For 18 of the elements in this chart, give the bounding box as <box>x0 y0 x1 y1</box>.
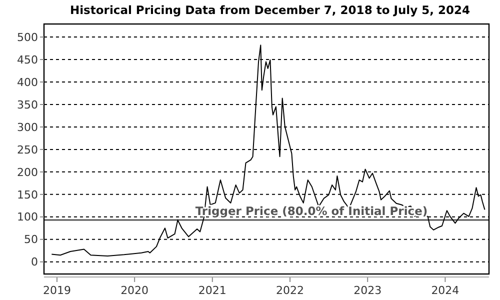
x-tick-label: 2024 <box>431 284 460 297</box>
y-tick-label: 450 <box>17 53 38 66</box>
y-tick-label: 0 <box>31 256 38 269</box>
y-tick-label: 300 <box>17 120 38 134</box>
y-tick-label: 50 <box>24 233 38 246</box>
x-tick-label: 2022 <box>276 284 304 297</box>
x-tick-label: 2020 <box>120 284 149 297</box>
y-tick-label: 400 <box>17 76 38 89</box>
y-tick-label: 150 <box>17 188 38 202</box>
y-tick-label: 200 <box>17 166 38 179</box>
x-tick-label: 2021 <box>198 284 226 297</box>
x-tick-label: 2019 <box>42 284 71 297</box>
y-tick-label: 500 <box>17 30 38 44</box>
y-tick-label: 250 <box>17 143 38 156</box>
y-tick-label: 350 <box>17 98 38 112</box>
y-tick-label: 100 <box>17 210 38 224</box>
x-tick-label: 2023 <box>354 284 382 297</box>
chart-title: Historical Pricing Data from December 7, 2018 to July 5, 2024 <box>70 3 470 17</box>
